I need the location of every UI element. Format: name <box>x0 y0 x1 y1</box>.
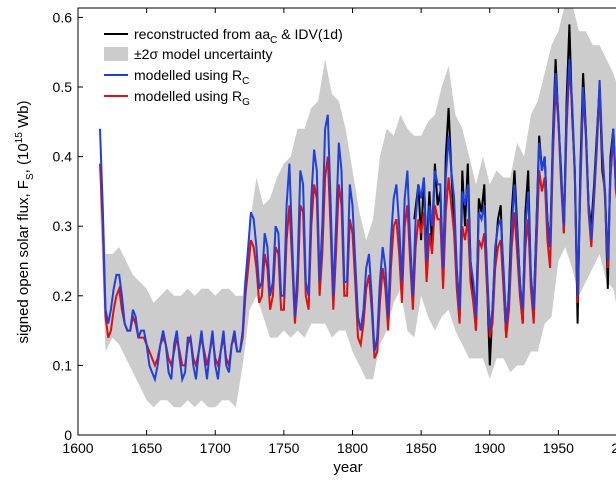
x-tick-label-1750: 1750 <box>268 440 299 456</box>
legend-label-modelled-rg: modelled using RG <box>134 88 250 108</box>
x-axis-label: year <box>333 459 362 476</box>
y-tick-label-2: 0.2 <box>53 288 73 304</box>
series-modelled-rc <box>99 59 616 384</box>
axis-ticks <box>77 8 559 436</box>
x-tick-label-1700: 1700 <box>200 440 231 456</box>
y-tick-label-1: 0.1 <box>53 357 73 373</box>
legend: reconstructed from aaC & IDV(1d) ±2σ mod… <box>104 26 343 108</box>
y-tick-label-5: 0.5 <box>53 79 73 95</box>
x-tick-label-1900: 1900 <box>474 440 505 456</box>
y-axis-label: signed open solar flux, FS, (1015 Wb) <box>14 101 36 344</box>
legend-label-modelled-rc: modelled using RC <box>134 67 249 87</box>
x-tick-label-1600: 1600 <box>62 440 93 456</box>
y-tick-label-4: 0.4 <box>53 149 73 165</box>
y-tick-label-0: 0 <box>64 427 72 443</box>
plot-area <box>99 8 616 408</box>
legend-label-reconstructed: reconstructed from aaC & IDV(1d) <box>134 26 343 46</box>
x-tick-label-1800: 1800 <box>337 440 368 456</box>
axis-tick-labels: 1600 1650 1700 1750 1800 1850 1900 1950 2000 0 0.1… <box>53 9 616 456</box>
x-tick-label-1950: 1950 <box>543 440 574 456</box>
legend-swatch-band <box>104 47 128 61</box>
x-tick-label-1850: 1850 <box>406 440 437 456</box>
y-tick-label-6: 0.6 <box>53 9 73 25</box>
legend-label-uncertainty: ±2σ model uncertainty <box>134 46 273 62</box>
y-tick-label-3: 0.3 <box>53 218 73 234</box>
x-tick-label-2000: 2000 <box>611 440 616 456</box>
x-tick-label-1650: 1650 <box>131 440 162 456</box>
plot-frame <box>77 7 616 436</box>
